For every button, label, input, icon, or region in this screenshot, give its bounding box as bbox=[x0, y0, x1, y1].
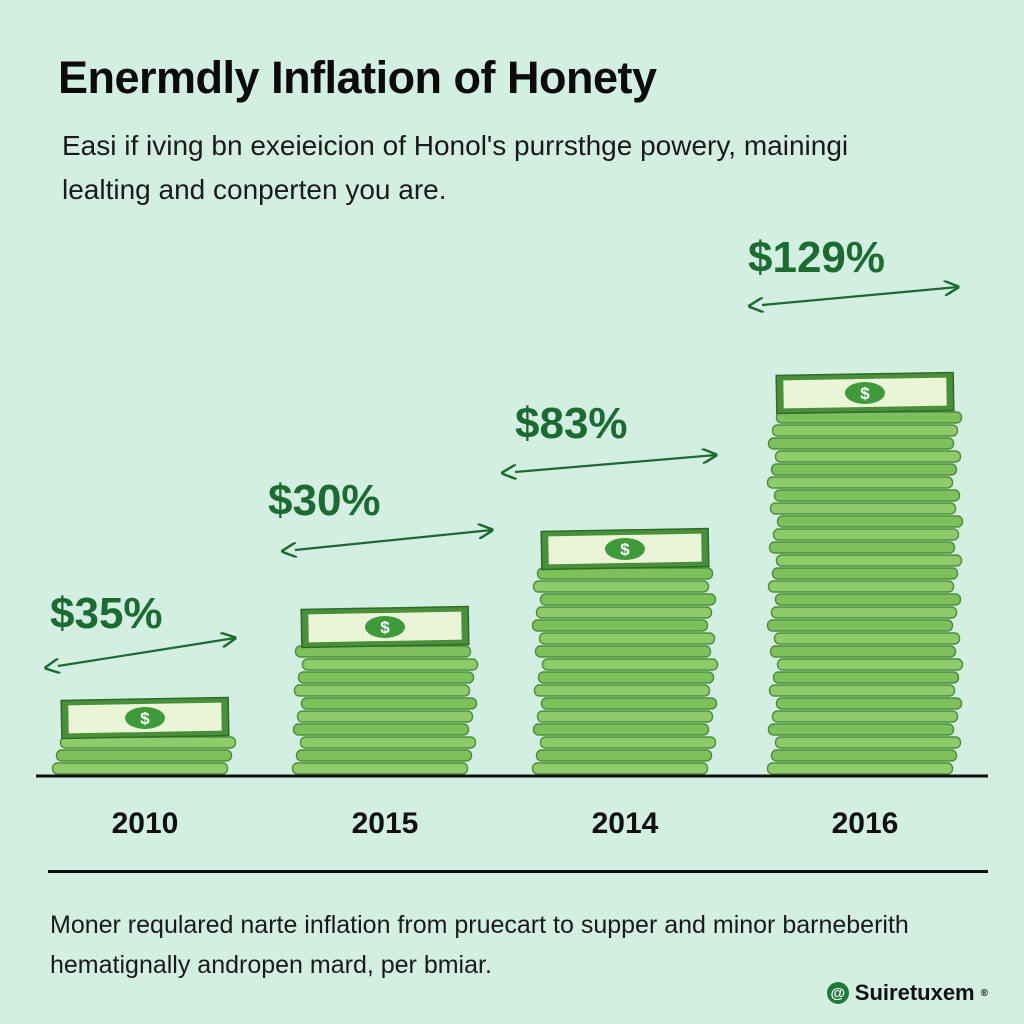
bill-layer bbox=[766, 619, 954, 632]
bill-layer bbox=[531, 762, 709, 775]
range-arrow-icon bbox=[295, 530, 492, 550]
dollar-badge bbox=[845, 382, 885, 404]
bill-layer bbox=[299, 736, 477, 749]
bill-layer bbox=[773, 489, 961, 502]
bill-layer bbox=[535, 606, 713, 619]
bill-layer bbox=[55, 749, 233, 762]
bill-layer bbox=[532, 723, 710, 736]
bill-layer bbox=[766, 762, 954, 775]
bill-layer bbox=[775, 697, 963, 710]
footnote: Moner requlared narte inflation from pru… bbox=[50, 911, 909, 979]
bill-layer bbox=[770, 463, 958, 476]
brand-mark: ® bbox=[980, 987, 988, 999]
bill-layer bbox=[771, 424, 959, 437]
bill-layer bbox=[774, 593, 962, 606]
bill-layer bbox=[767, 437, 955, 450]
x-tick-label-2014: 2014 bbox=[592, 807, 659, 840]
bill-layer bbox=[293, 684, 471, 697]
bill-layer bbox=[51, 762, 229, 775]
bill-layer bbox=[775, 554, 963, 567]
bill-layer bbox=[536, 710, 714, 723]
bill-layer bbox=[540, 697, 718, 710]
bill-layer bbox=[535, 749, 713, 762]
bill-layer bbox=[772, 671, 960, 684]
bill-layer bbox=[541, 658, 719, 671]
money-stack-2015: $ bbox=[291, 605, 479, 775]
bill-layer bbox=[532, 580, 710, 593]
divider bbox=[48, 870, 988, 873]
money-stack-2016: $ bbox=[766, 371, 964, 775]
money-stack-2010: $ bbox=[51, 696, 237, 775]
bill-layer bbox=[769, 645, 957, 658]
bill-layer bbox=[539, 736, 717, 749]
bill-layer bbox=[771, 710, 959, 723]
bill-layer bbox=[291, 762, 469, 775]
range-arrow-icon bbox=[762, 287, 958, 305]
bill-layer bbox=[776, 658, 964, 671]
bill-layer bbox=[770, 606, 958, 619]
bill-layer bbox=[539, 593, 717, 606]
bill-layer bbox=[771, 567, 959, 580]
x-tick-label-2015: 2015 bbox=[352, 807, 419, 840]
bill-layer bbox=[767, 580, 955, 593]
x-tick-label-2010: 2010 bbox=[112, 807, 179, 840]
data-label-2016: $129% bbox=[748, 233, 885, 282]
bill-layer bbox=[300, 697, 478, 710]
bill-layer bbox=[768, 541, 956, 554]
bill-layer bbox=[770, 749, 958, 762]
brand-icon: @ bbox=[826, 982, 849, 1004]
bill-layer bbox=[297, 671, 475, 684]
dollar-badge bbox=[605, 538, 645, 560]
chart-subtitle: Easi if iving bn exeieicion of Honol's p… bbox=[62, 130, 849, 205]
dollar-sign-icon: $ bbox=[860, 384, 870, 403]
bill-layer bbox=[531, 619, 709, 632]
bill-layer bbox=[538, 632, 716, 645]
bill-layer bbox=[773, 632, 961, 645]
data-label-2010: $35% bbox=[50, 589, 163, 638]
bill-layer bbox=[292, 723, 470, 736]
bill-layer bbox=[772, 528, 960, 541]
chart-title: Enermdly Inflation of Honety bbox=[58, 52, 657, 103]
range-arrow-icon bbox=[58, 638, 235, 666]
data-label-2014: $83% bbox=[515, 399, 628, 448]
bill-layer bbox=[301, 658, 479, 671]
range-arrow-icon bbox=[515, 455, 716, 472]
bill-layer bbox=[769, 502, 957, 515]
dollar-sign-icon: $ bbox=[620, 540, 630, 559]
bill-layer bbox=[534, 645, 712, 658]
bill-layer bbox=[767, 723, 955, 736]
dollar-sign-icon: $ bbox=[380, 618, 390, 637]
bill-layer bbox=[774, 736, 962, 749]
bill-layer bbox=[774, 450, 962, 463]
money-stack-2014: $ bbox=[531, 527, 719, 775]
data-label-2015: $30% bbox=[268, 476, 381, 525]
bill-layer bbox=[776, 515, 964, 528]
bill-layer bbox=[533, 684, 711, 697]
dollar-sign-icon: $ bbox=[140, 709, 150, 728]
bill-layer bbox=[296, 710, 474, 723]
brand-name: Suiretuxem bbox=[854, 980, 975, 1005]
bill-layer bbox=[295, 749, 473, 762]
x-tick-label-2016: 2016 bbox=[832, 807, 899, 840]
brand-logo: @ Suiretuxem ® bbox=[826, 980, 988, 1006]
bill-layer bbox=[768, 684, 956, 697]
dollar-badge bbox=[365, 616, 405, 638]
bill-layer bbox=[537, 671, 715, 684]
dollar-badge bbox=[125, 707, 165, 729]
bill-layer bbox=[766, 476, 954, 489]
